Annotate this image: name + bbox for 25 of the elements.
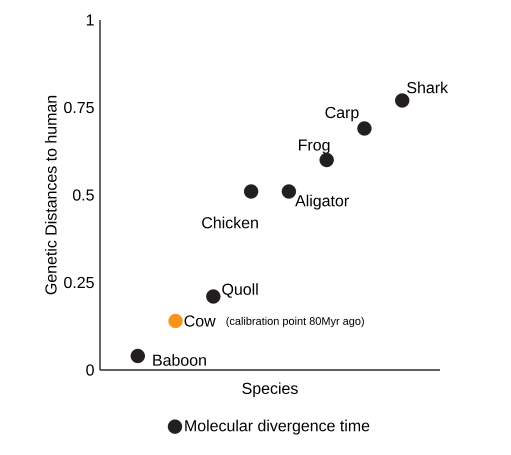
point <box>319 152 334 168</box>
point <box>130 348 145 364</box>
annotation: Frog <box>299 140 330 154</box>
annotation: Cow <box>184 315 216 327</box>
y-tick-label: 0.75 <box>64 102 94 114</box>
point <box>357 121 372 136</box>
annotation: (calibration point 80Myr ago) <box>226 316 364 328</box>
annotation: Carp <box>326 106 359 122</box>
point <box>282 184 296 199</box>
legend-label: Molecular divergence time <box>185 420 370 435</box>
annotation: Aligator <box>295 194 349 210</box>
point <box>244 184 258 199</box>
y-tick-label: 1 <box>86 14 94 26</box>
annotation: Baboon <box>153 354 206 366</box>
y-axis-title: Genetic Distances to human <box>44 96 57 294</box>
point <box>206 289 221 304</box>
annotation: Quoll <box>222 283 258 298</box>
y-tick-label: 0.25 <box>64 276 94 288</box>
y-tick-label: 0 <box>86 364 94 376</box>
y-tick-label: 0.5 <box>72 189 94 201</box>
point <box>395 93 410 108</box>
annotation: Chicken <box>202 216 258 228</box>
annotation: Shark <box>407 82 448 94</box>
point <box>168 314 183 328</box>
x-axis-title: Species <box>242 382 298 398</box>
